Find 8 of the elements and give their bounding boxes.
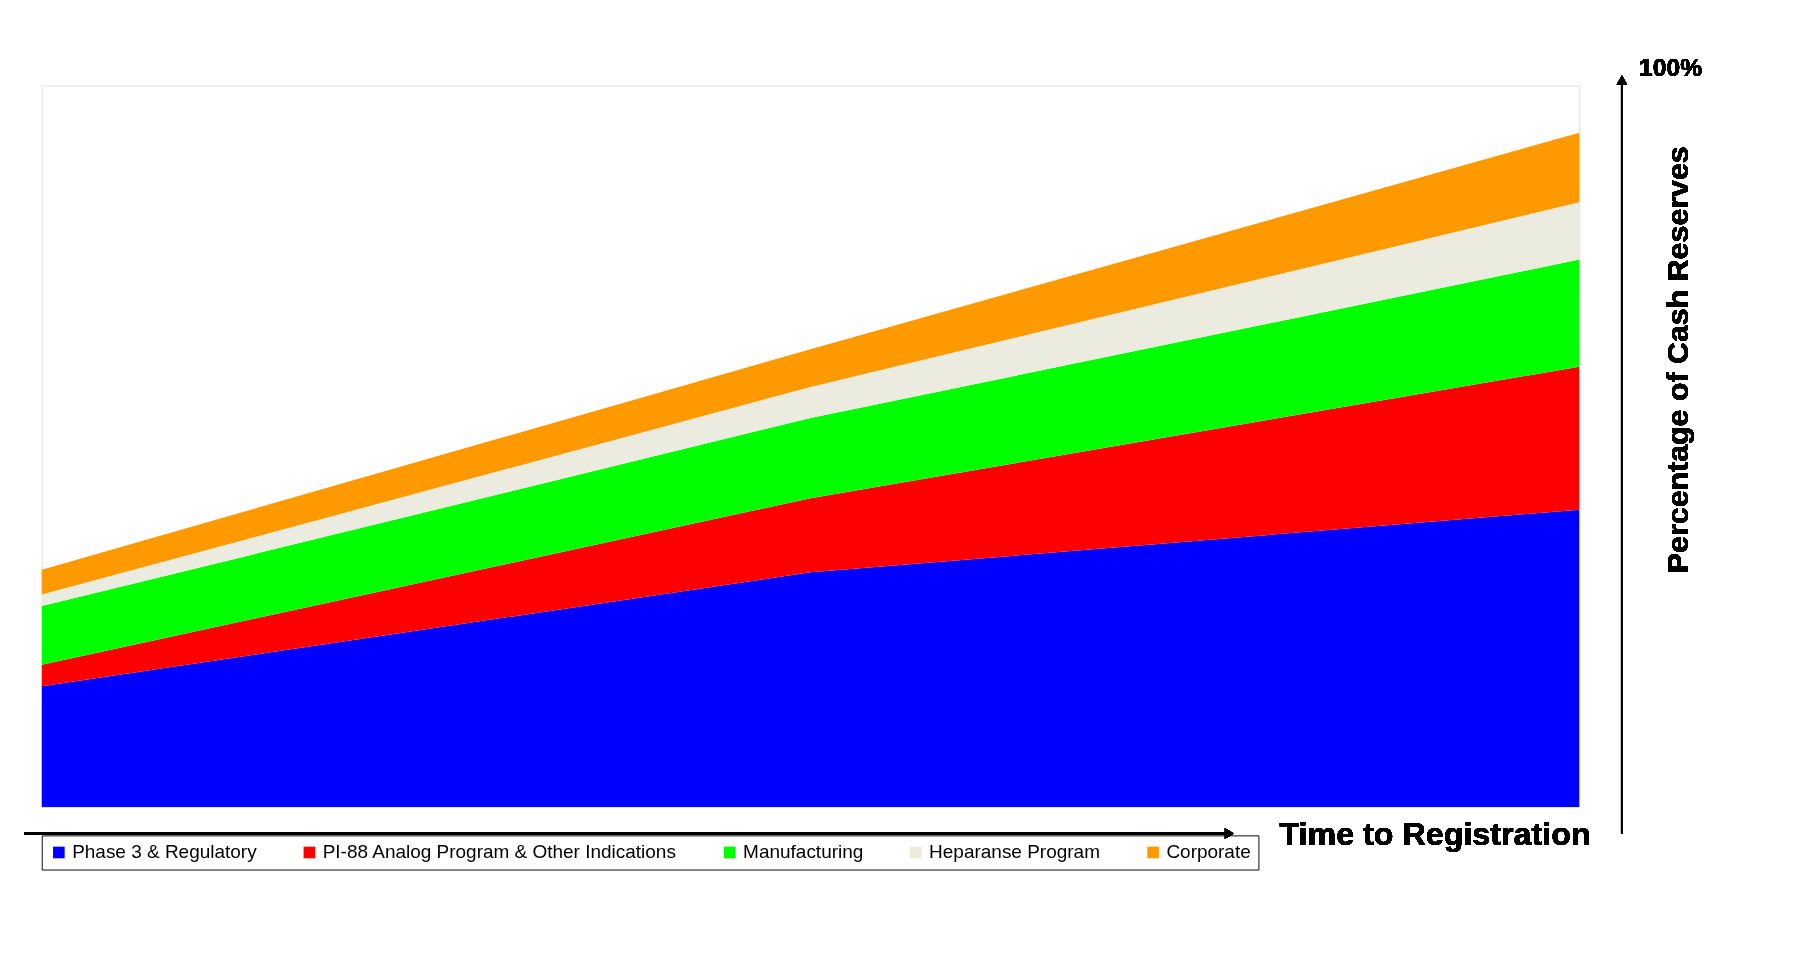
legend-label: Phase 3 & Regulatory	[72, 841, 258, 863]
legend-label: Heparanse Program	[929, 841, 1100, 863]
legend-label: PI-88 Analog Program & Other Indications	[322, 841, 676, 863]
legend-label: Manufacturing	[743, 841, 864, 863]
legend-label: Corporate	[1166, 841, 1251, 863]
y-axis-title: Percentage of Cash Reserves	[1661, 146, 1695, 574]
x-axis-title: Time to Registration	[1279, 815, 1591, 852]
text: 100%	[1639, 54, 1703, 82]
